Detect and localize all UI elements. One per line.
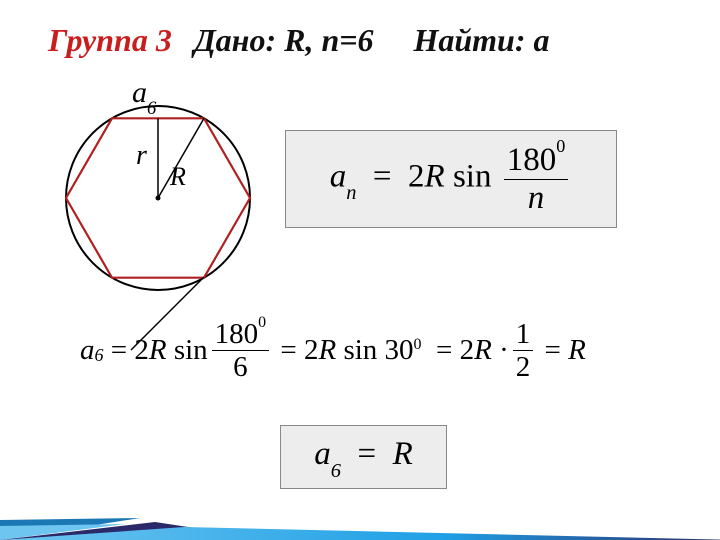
find-label: Найти: a [413, 22, 549, 59]
result-formula-box: a6 = R [280, 425, 447, 489]
general-formula-box: an = 2R sin 1800 n [285, 130, 617, 228]
formula-general: an = 2R sin 1800 n [330, 142, 573, 216]
formula-result: a6 = R [314, 436, 413, 478]
derivation-row: a6 = 2R sin 1800 6 = 2R sin 300 = 2R · 1… [80, 318, 586, 384]
problem-header: Группа 3 Дано: R, n=6 Найти: a [0, 22, 720, 59]
hexagon-diagram: a6 r R [30, 70, 285, 325]
given-label: Дано: R, n=6 [194, 22, 374, 59]
label-a6: a6 [132, 76, 156, 115]
label-r: r [136, 140, 147, 172]
corner-accent [0, 496, 720, 540]
label-R: R [170, 162, 186, 192]
center-dot [156, 196, 161, 201]
group-label: Группа 3 [48, 22, 172, 59]
